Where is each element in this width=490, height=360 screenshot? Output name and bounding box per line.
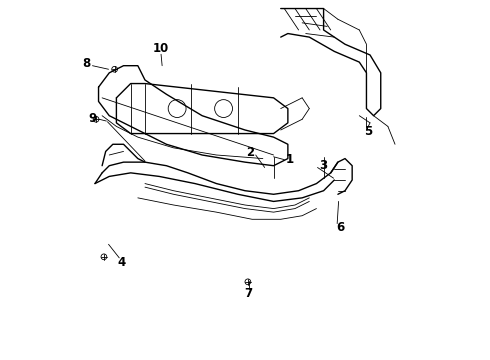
Text: 5: 5 xyxy=(364,125,372,138)
Text: 1: 1 xyxy=(286,153,294,166)
Text: 6: 6 xyxy=(337,221,345,234)
Text: 10: 10 xyxy=(153,42,169,55)
Text: 8: 8 xyxy=(82,57,90,71)
Text: 7: 7 xyxy=(245,287,253,300)
Text: 3: 3 xyxy=(319,159,327,172)
Text: 9: 9 xyxy=(88,112,96,125)
Text: 4: 4 xyxy=(118,256,126,269)
Text: 2: 2 xyxy=(246,146,254,159)
